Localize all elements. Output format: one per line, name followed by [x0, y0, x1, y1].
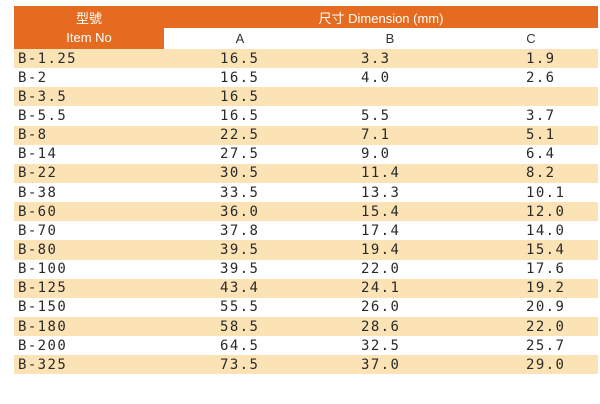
- cell-a: 58.5: [164, 316, 316, 337]
- table-row: B-125 43.4 24.1 19.2: [14, 278, 598, 298]
- cell-item: B-200: [14, 336, 164, 356]
- cell-b: 19.4: [316, 240, 464, 260]
- cell-a: 22.5: [164, 125, 316, 145]
- cell-a: 55.5: [164, 297, 316, 317]
- cell-c: 19.2: [464, 278, 598, 298]
- cell-item: B-60: [14, 202, 164, 222]
- item-no-header: 型號 Item No: [14, 6, 164, 49]
- table-row: B-3.5 16.5: [14, 87, 598, 107]
- cell-b: 15.4: [316, 202, 464, 222]
- table-row: B-80 39.5 19.4 15.4: [14, 240, 598, 260]
- cell-item: B-325: [14, 355, 164, 375]
- cell-a: 43.4: [164, 278, 316, 298]
- table-row: B-2 16.5 4.0 2.6: [14, 68, 598, 88]
- table-row: B-200 64.5 32.5 25.7: [14, 336, 598, 356]
- table-row: B-1.25 16.5 3.3 1.9: [14, 49, 598, 69]
- cell-b: 3.3: [316, 49, 464, 69]
- cell-item: B-5.5: [14, 106, 164, 126]
- cell-c: [464, 87, 598, 107]
- cell-c: 25.7: [464, 336, 598, 356]
- cell-a: 16.5: [164, 87, 316, 107]
- cell-item: B-38: [14, 182, 164, 203]
- item-no-header-zh: 型號: [75, 10, 102, 26]
- table-row: B-180 58.5 28.6 22.0: [14, 316, 598, 337]
- table-row: B-5.5 16.5 5.5 3.7: [14, 106, 598, 126]
- cell-b: 4.0: [316, 68, 464, 88]
- col-a-header: A: [164, 28, 316, 49]
- col-b-header: B: [316, 28, 464, 49]
- table-row: B-38 33.5 13.3 10.1: [14, 182, 598, 203]
- cell-b: 9.0: [316, 144, 464, 164]
- cell-item: B-2: [14, 68, 164, 88]
- cell-b: 13.3: [316, 182, 464, 203]
- dimension-header: 尺寸 Dimension (mm): [164, 6, 598, 28]
- cell-a: 64.5: [164, 336, 316, 356]
- table-row: B-60 36.0 15.4 12.0: [14, 202, 598, 222]
- cell-item: B-125: [14, 278, 164, 298]
- cell-item: B-100: [14, 259, 164, 279]
- table-row: B-14 27.5 9.0 6.4: [14, 144, 598, 164]
- cell-c: 8.2: [464, 163, 598, 183]
- cell-item: B-1.25: [14, 49, 164, 69]
- table-row: B-22 30.5 11.4 8.2: [14, 163, 598, 183]
- cell-c: 22.0: [464, 316, 598, 337]
- cell-b: 32.5: [316, 336, 464, 356]
- cell-item: B-80: [14, 240, 164, 260]
- cell-a: 73.5: [164, 355, 316, 375]
- dimension-table: 型號 Item No 尺寸 Dimension (mm) A B C B-1.2…: [14, 6, 598, 375]
- cell-b: 26.0: [316, 297, 464, 317]
- cell-item: B-70: [14, 221, 164, 241]
- cell-c: 29.0: [464, 355, 598, 375]
- cell-c: 3.7: [464, 106, 598, 126]
- table-row: B-100 39.5 22.0 17.6: [14, 259, 598, 279]
- cell-a: 37.8: [164, 221, 316, 241]
- cell-c: 5.1: [464, 125, 598, 145]
- cell-a: 16.5: [164, 68, 316, 88]
- header-row-top: 型號 Item No 尺寸 Dimension (mm): [14, 6, 598, 49]
- cell-b: 37.0: [316, 355, 464, 375]
- cell-a: 27.5: [164, 144, 316, 164]
- item-no-header-en: Item No: [66, 29, 112, 45]
- cell-item: B-14: [14, 144, 164, 164]
- cell-c: 15.4: [464, 240, 598, 260]
- dimension-table-container: 型號 Item No 尺寸 Dimension (mm) A B C B-1.2…: [14, 6, 598, 375]
- cell-a: 39.5: [164, 240, 316, 260]
- table-body: B-1.25 16.5 3.3 1.9 B-2 16.5 4.0 2.6 B-3.5 16.5 B-…: [14, 49, 598, 375]
- cell-c: 10.1: [464, 182, 598, 203]
- cell-item: B-180: [14, 316, 164, 337]
- cell-c: 1.9: [464, 49, 598, 69]
- cell-a: 16.5: [164, 49, 316, 69]
- cell-a: 30.5: [164, 163, 316, 183]
- cell-b: 22.0: [316, 259, 464, 279]
- table-row: B-8 22.5 7.1 5.1: [14, 125, 598, 145]
- cell-b: 24.1: [316, 278, 464, 298]
- cell-a: 33.5: [164, 182, 316, 203]
- cell-c: 12.0: [464, 202, 598, 222]
- cell-item: B-3.5: [14, 87, 164, 107]
- cell-item: B-8: [14, 125, 164, 145]
- col-c-header: C: [464, 28, 598, 49]
- cell-c: 20.9: [464, 297, 598, 317]
- cell-b: 11.4: [316, 163, 464, 183]
- cell-c: 14.0: [464, 221, 598, 241]
- cell-b: 17.4: [316, 221, 464, 241]
- cell-b: 5.5: [316, 106, 464, 126]
- cell-a: 16.5: [164, 106, 316, 126]
- cell-b: 28.6: [316, 316, 464, 337]
- cell-item: B-22: [14, 163, 164, 183]
- table-row: B-150 55.5 26.0 20.9: [14, 297, 598, 317]
- cell-a: 36.0: [164, 202, 316, 222]
- cell-b: [316, 87, 464, 107]
- cell-c: 2.6: [464, 68, 598, 88]
- cell-item: B-150: [14, 297, 164, 317]
- cell-a: 39.5: [164, 259, 316, 279]
- header-row-bottom: A B C: [14, 28, 598, 49]
- cell-b: 7.1: [316, 125, 464, 145]
- table-row: B-325 73.5 37.0 29.0: [14, 355, 598, 375]
- table-row: B-70 37.8 17.4 14.0: [14, 221, 598, 241]
- cell-c: 17.6: [464, 259, 598, 279]
- cell-c: 6.4: [464, 144, 598, 164]
